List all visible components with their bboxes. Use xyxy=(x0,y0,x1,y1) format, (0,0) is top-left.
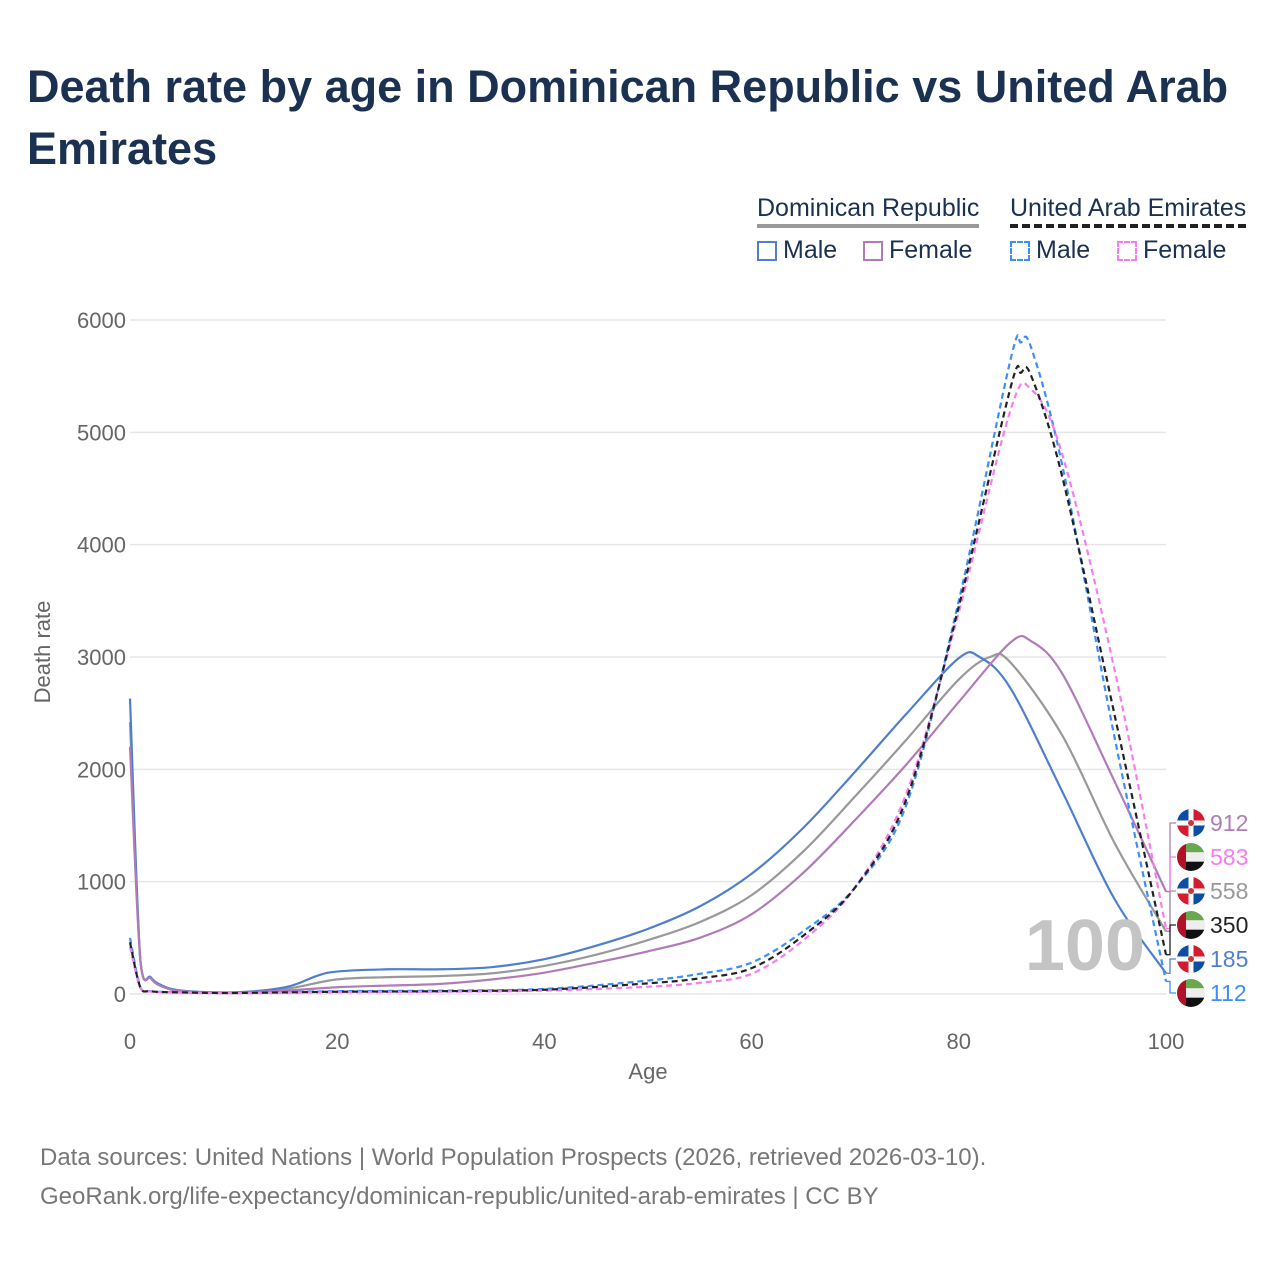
legend-dr-female[interactable]: Female xyxy=(863,236,972,265)
legend-label: Male xyxy=(1036,236,1091,264)
end-value-label: 185 xyxy=(1210,946,1248,972)
end-value-label: 112 xyxy=(1210,980,1247,1006)
legend-swatch xyxy=(863,241,883,261)
legend-label: Male xyxy=(783,236,838,264)
legend-dr-male[interactable]: Male xyxy=(757,236,837,265)
uae-flag-icon xyxy=(1177,843,1205,871)
end-value-label: 558 xyxy=(1210,878,1248,904)
y-tick-label: 6000 xyxy=(77,308,126,333)
series-line-dominican-republic-total xyxy=(128,652,1167,994)
end-value-label: 912 xyxy=(1210,810,1248,836)
series-line-united-arab-emirates-female xyxy=(128,381,1168,995)
footer-link[interactable]: GeoRank.org/life-expectancy/dominican-re… xyxy=(40,1183,879,1210)
label-connector xyxy=(1166,856,1176,930)
legend-group-dominican-republic: Dominican Republic xyxy=(757,194,980,228)
y-tick-label: 5000 xyxy=(77,420,126,445)
x-tick-label: 40 xyxy=(532,1029,556,1054)
series-line-dominican-republic-female xyxy=(128,634,1167,994)
chart-title: Death rate by age in Dominican Republic … xyxy=(27,61,1229,174)
dominican-republic-flag-icon xyxy=(1177,877,1205,905)
label-connector xyxy=(1166,924,1176,956)
dominican-republic-flag-icon xyxy=(1177,809,1205,837)
legend-uae-female[interactable]: Female xyxy=(1117,236,1226,265)
legend-label: Female xyxy=(889,236,973,264)
footer: Data sources: United Nations | World Pop… xyxy=(40,1138,986,1216)
y-tick-label: 1000 xyxy=(77,870,126,895)
y-axis-label: Death rate xyxy=(30,601,55,704)
series-line-united-arab-emirates-total xyxy=(128,364,1168,995)
watermark-age: 100 xyxy=(1025,906,1145,986)
x-tick-label: 100 xyxy=(1148,1029,1185,1054)
x-tick-label: 0 xyxy=(124,1029,136,1054)
label-connector xyxy=(1166,890,1176,932)
legend-uae-male[interactable]: Male xyxy=(1010,236,1090,265)
x-tick-label: 80 xyxy=(947,1029,971,1054)
legend-label: Female xyxy=(1143,236,1227,264)
footer-sources: Data sources: United Nations | World Pop… xyxy=(40,1144,987,1171)
end-value-label: 583 xyxy=(1210,844,1248,870)
series-line-dominican-republic-male xyxy=(128,651,1167,994)
uae-flag-icon xyxy=(1177,911,1205,939)
y-tick-label: 3000 xyxy=(77,645,126,670)
legend-swatch xyxy=(757,241,777,261)
x-tick-label: 20 xyxy=(325,1029,349,1054)
end-value-label: 350 xyxy=(1210,912,1248,938)
dominican-republic-flag-icon xyxy=(1177,945,1205,973)
legend-group-uae: United Arab Emirates xyxy=(1010,194,1247,228)
uae-flag-icon xyxy=(1177,979,1205,1007)
y-tick-label: 4000 xyxy=(77,533,126,558)
x-tick-label: 60 xyxy=(739,1029,763,1054)
label-connector xyxy=(1166,980,1176,994)
x-axis-label: Age xyxy=(628,1059,667,1084)
y-tick-label: 2000 xyxy=(77,757,126,782)
label-connector xyxy=(1166,958,1176,974)
y-tick-label: 0 xyxy=(114,982,126,1007)
legend-swatch xyxy=(1010,241,1030,261)
legend-swatch xyxy=(1117,241,1137,261)
